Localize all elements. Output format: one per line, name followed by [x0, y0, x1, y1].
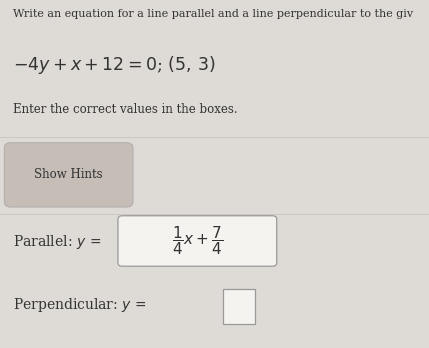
- FancyBboxPatch shape: [118, 216, 277, 266]
- FancyBboxPatch shape: [223, 289, 255, 324]
- FancyBboxPatch shape: [4, 143, 133, 207]
- Text: Parallel: $y\, =$: Parallel: $y\, =$: [13, 233, 101, 251]
- Text: $\dfrac{1}{4}x + \dfrac{7}{4}$: $\dfrac{1}{4}x + \dfrac{7}{4}$: [172, 224, 223, 258]
- Text: Enter the correct values in the boxes.: Enter the correct values in the boxes.: [13, 103, 238, 116]
- Text: Write an equation for a line parallel and a line perpendicular to the giv: Write an equation for a line parallel an…: [13, 9, 413, 19]
- Text: Perpendicular: $y\, =$: Perpendicular: $y\, =$: [13, 295, 147, 314]
- Text: Show Hints: Show Hints: [34, 168, 103, 181]
- Text: $-4y + x + 12 = 0$; $(5,\, 3)$: $-4y + x + 12 = 0$; $(5,\, 3)$: [13, 54, 215, 76]
